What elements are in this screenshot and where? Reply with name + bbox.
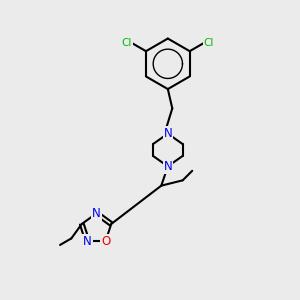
Text: Cl: Cl [122,38,132,48]
Text: N: N [164,127,172,140]
Text: N: N [92,207,101,220]
Text: O: O [101,235,110,248]
Text: Cl: Cl [204,38,214,48]
Text: N: N [83,235,92,248]
Text: N: N [164,160,172,173]
